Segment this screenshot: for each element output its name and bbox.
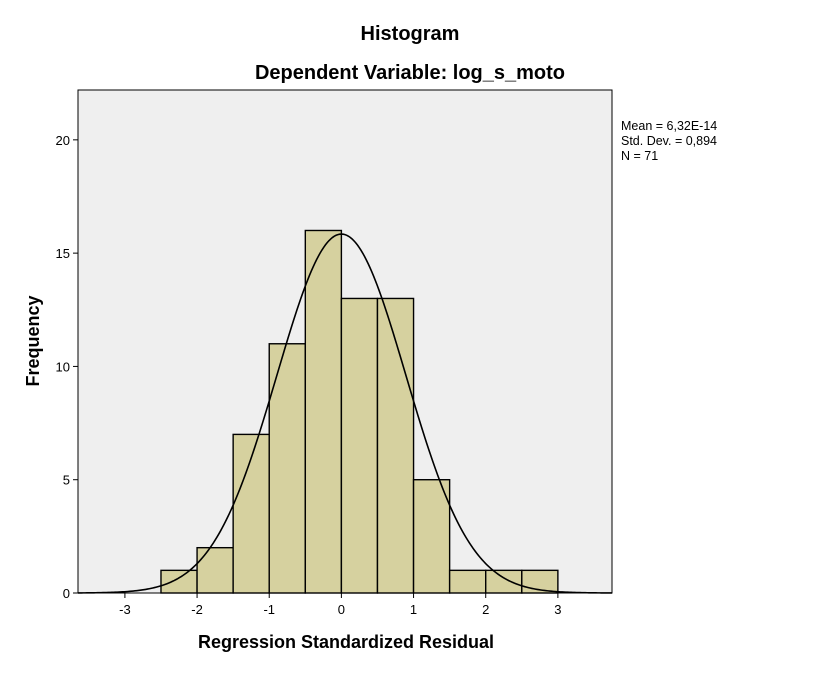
x-axis-label: Regression Standardized Residual — [198, 632, 494, 652]
stats-legend: Mean = 6,32E-14 Std. Dev. = 0,894 N = 71 — [621, 119, 717, 163]
y-tick-label: 10 — [56, 359, 70, 374]
histogram-bar — [268, 343, 307, 594]
y-tick-label: 20 — [56, 133, 70, 148]
y-axis-ticks: 0 5 10 15 20 — [56, 133, 78, 601]
histogram-bar — [196, 546, 234, 594]
chart-subtitle: Dependent Variable: log_s_moto — [255, 62, 565, 84]
histogram-bar — [304, 229, 343, 594]
histogram-bar — [340, 297, 379, 594]
x-tick-label: 1 — [410, 602, 417, 617]
histogram-bars — [160, 229, 559, 594]
normal-curve — [77, 233, 613, 594]
histogram-bar — [232, 433, 270, 594]
stats-n: N = 71 — [621, 149, 658, 163]
histogram-bar — [376, 297, 415, 594]
y-tick-label: 15 — [56, 246, 70, 261]
y-tick-label: 5 — [63, 473, 70, 488]
histogram-bar — [485, 569, 523, 594]
histogram-bar — [412, 479, 451, 594]
chart-title: Histogram — [361, 23, 460, 45]
x-tick-label: -3 — [119, 602, 131, 617]
x-axis-ticks: -3 -2 -1 0 1 2 3 — [119, 593, 561, 617]
histogram-bar — [448, 569, 487, 594]
histogram-bar — [521, 569, 559, 594]
x-tick-label: 3 — [554, 602, 561, 617]
x-tick-label: -1 — [263, 602, 275, 617]
y-axis-label: Frequency — [23, 295, 43, 386]
y-tick-label: 0 — [63, 586, 70, 601]
stats-std-dev: Std. Dev. = 0,894 — [621, 134, 717, 148]
histogram-bar — [160, 569, 198, 594]
x-tick-label: 2 — [482, 602, 489, 617]
x-tick-label: 0 — [338, 602, 345, 617]
x-tick-label: -2 — [191, 602, 203, 617]
stats-mean: Mean = 6,32E-14 — [621, 119, 717, 133]
